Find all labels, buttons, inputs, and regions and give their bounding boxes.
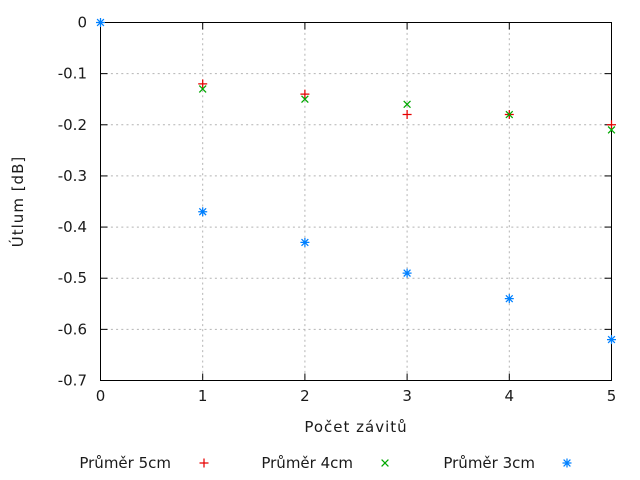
y-tick-label: -0.6 — [58, 320, 87, 338]
plot-border — [100, 22, 612, 381]
y-tick-label: -0.4 — [58, 218, 87, 236]
x-tick-label: 5 — [607, 387, 617, 405]
data-point-marker-series-2 — [505, 110, 514, 119]
data-point-marker-series-2 — [403, 100, 411, 109]
y-tick-label: 0 — [77, 14, 87, 32]
legend-marker-cross — [381, 459, 389, 467]
data-point-marker-series-2 — [198, 85, 207, 93]
data-point-marker-series-3 — [96, 18, 105, 27]
legend-marker-plus — [199, 458, 209, 468]
data-point-marker-series-1 — [607, 120, 616, 130]
data-point-marker-series-2 — [301, 95, 309, 104]
data-point-marker-series-2 — [607, 126, 616, 134]
x-tick-label: 0 — [96, 387, 106, 405]
data-point-marker-series-1 — [300, 89, 310, 99]
x-axis-title: Počet závitů — [304, 418, 407, 436]
y-axis-title: Útlum [dB] — [8, 156, 27, 247]
data-point-marker-series-3 — [607, 335, 616, 345]
data-point-marker-series-3 — [504, 294, 514, 304]
y-tick-label: -0.5 — [58, 269, 87, 287]
x-tick-label: 4 — [505, 387, 515, 405]
data-point-marker-series-3 — [402, 268, 412, 278]
x-tick-label: 3 — [402, 387, 412, 405]
y-tick-label: -0.7 — [58, 372, 87, 390]
x-tick-label: 2 — [300, 387, 310, 405]
data-point-marker-series-1 — [198, 79, 208, 89]
data-point-marker-series-3 — [300, 237, 310, 247]
legend-label: Průměr 3cm — [443, 454, 535, 472]
x-tick-label: 1 — [198, 387, 208, 405]
legend-label: Průměr 5cm — [79, 454, 171, 472]
data-point-marker-series-3 — [198, 207, 208, 217]
y-tick-label: -0.2 — [58, 116, 87, 134]
y-tick-label: -0.1 — [58, 65, 87, 83]
legend-label: Průměr 4cm — [261, 454, 353, 472]
data-point-marker-series-1 — [402, 110, 412, 120]
legend-marker-asterisk — [562, 458, 572, 468]
y-tick-label: -0.3 — [58, 167, 87, 185]
